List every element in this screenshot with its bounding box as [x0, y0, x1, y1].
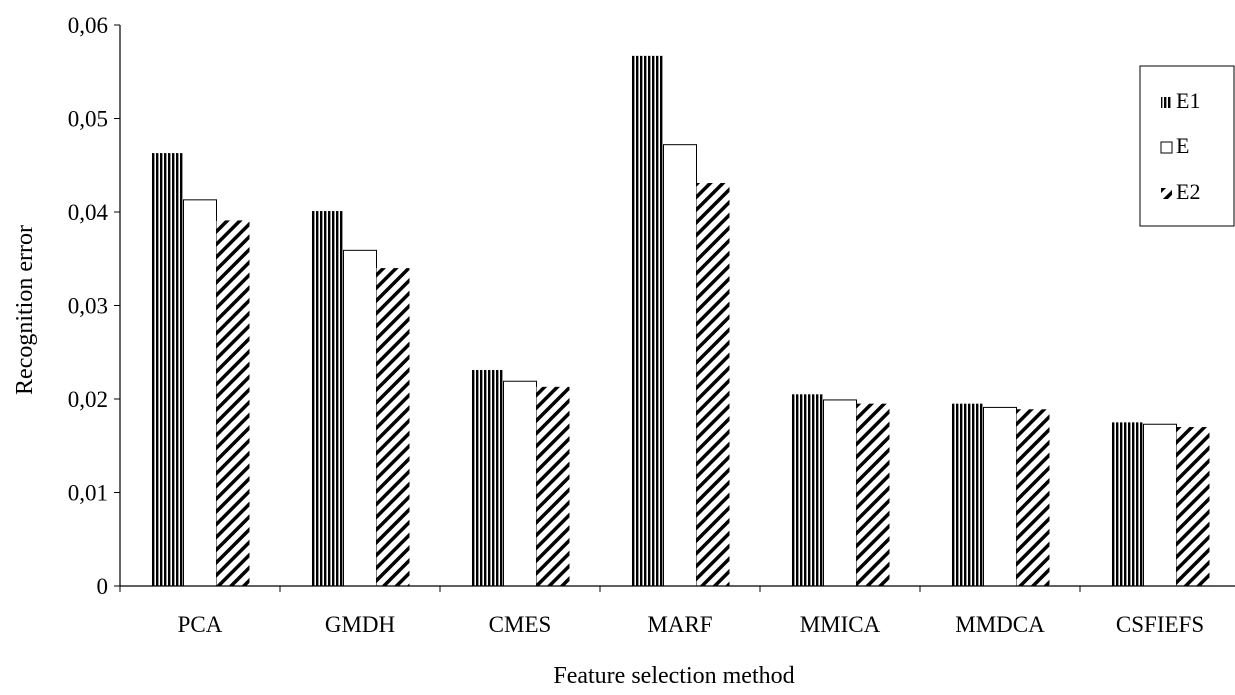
bar-e2-csfiefs [1176, 427, 1210, 586]
bar-e-mmdca [983, 406, 1017, 587]
x-tick-label: MMICA [800, 612, 881, 637]
legend-swatch-e1 [1161, 97, 1172, 108]
x-axis-title: Feature selection method [553, 663, 794, 689]
legend-label-e: E [1176, 133, 1189, 158]
bar-e2-marf [696, 183, 730, 586]
y-axis-title: Recognition error [12, 225, 38, 395]
legend: E1 E E2 [1139, 65, 1235, 227]
legend-label-e2: E2 [1176, 179, 1200, 204]
x-tick-label: CMES [489, 612, 552, 637]
bar-e-gmdh [343, 249, 377, 587]
bar-e-mmica [823, 399, 857, 587]
x-tick-label: MMDCA [955, 612, 1045, 637]
bar-e1-gmdh [310, 211, 344, 586]
y-tick-label: 0,05 [68, 107, 108, 132]
x-tick-label: GMDH [325, 612, 395, 637]
bar-e-marf [663, 144, 697, 587]
bar-e1-pca [150, 153, 184, 586]
y-tick-label: 0,02 [68, 387, 108, 412]
y-tick-label: 0,03 [68, 294, 108, 319]
axes-group [114, 24, 1235, 592]
x-tick-label: CSFIEFS [1116, 612, 1204, 637]
bar-e2-mmica [856, 403, 890, 586]
tick-labels-group: 0 0,01 0,02 0,03 0,04 0,05 0,06 PCA GMDH CMES MARF… [68, 13, 1204, 637]
bar-e1-csfiefs [1110, 422, 1144, 586]
bar-e1-mmica [790, 394, 824, 586]
bar-e2-gmdh [376, 268, 410, 586]
bar-e2-pca [216, 220, 250, 587]
legend-box [1139, 65, 1235, 227]
y-tick-label: 0,01 [68, 481, 108, 506]
legend-label-e1: E1 [1176, 88, 1200, 113]
legend-swatch-e [1160, 141, 1173, 154]
bar-e2-mmdca [1016, 409, 1050, 586]
y-tick-label: 0 [97, 574, 109, 599]
legend-swatch-e2 [1161, 188, 1172, 199]
bar-e1-marf [630, 55, 664, 587]
bar-e2-cmes [536, 386, 570, 586]
y-tick-label: 0,06 [68, 13, 108, 38]
bars-group [150, 55, 1210, 587]
x-tick-label: PCA [178, 612, 223, 637]
bar-e1-mmdca [950, 403, 984, 586]
bar-e1-cmes [470, 370, 504, 586]
bar-e-pca [183, 199, 217, 587]
y-tick-label: 0,04 [68, 200, 109, 225]
bar-e-cmes [503, 380, 537, 587]
bar-e-csfiefs [1143, 423, 1177, 587]
x-tick-label: MARF [647, 612, 712, 637]
